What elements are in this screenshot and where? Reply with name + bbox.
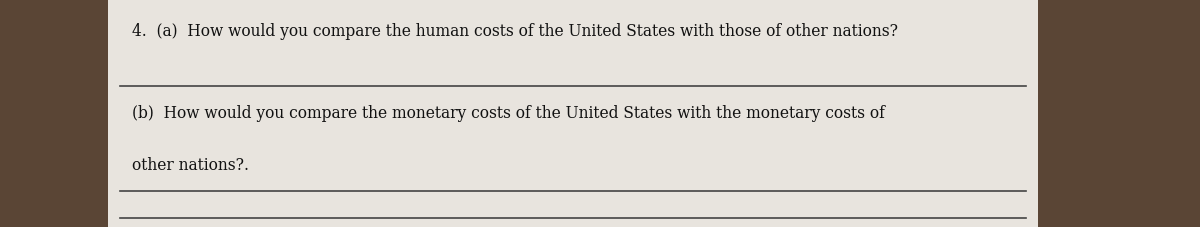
Text: 4.  (a)  How would you compare the human costs of the United States with those o: 4. (a) How would you compare the human c…	[132, 23, 898, 40]
FancyBboxPatch shape	[108, 0, 1038, 227]
Text: (b)  How would you compare the monetary costs of the United States with the mone: (b) How would you compare the monetary c…	[132, 104, 884, 121]
Text: other nations?.: other nations?.	[132, 157, 250, 174]
